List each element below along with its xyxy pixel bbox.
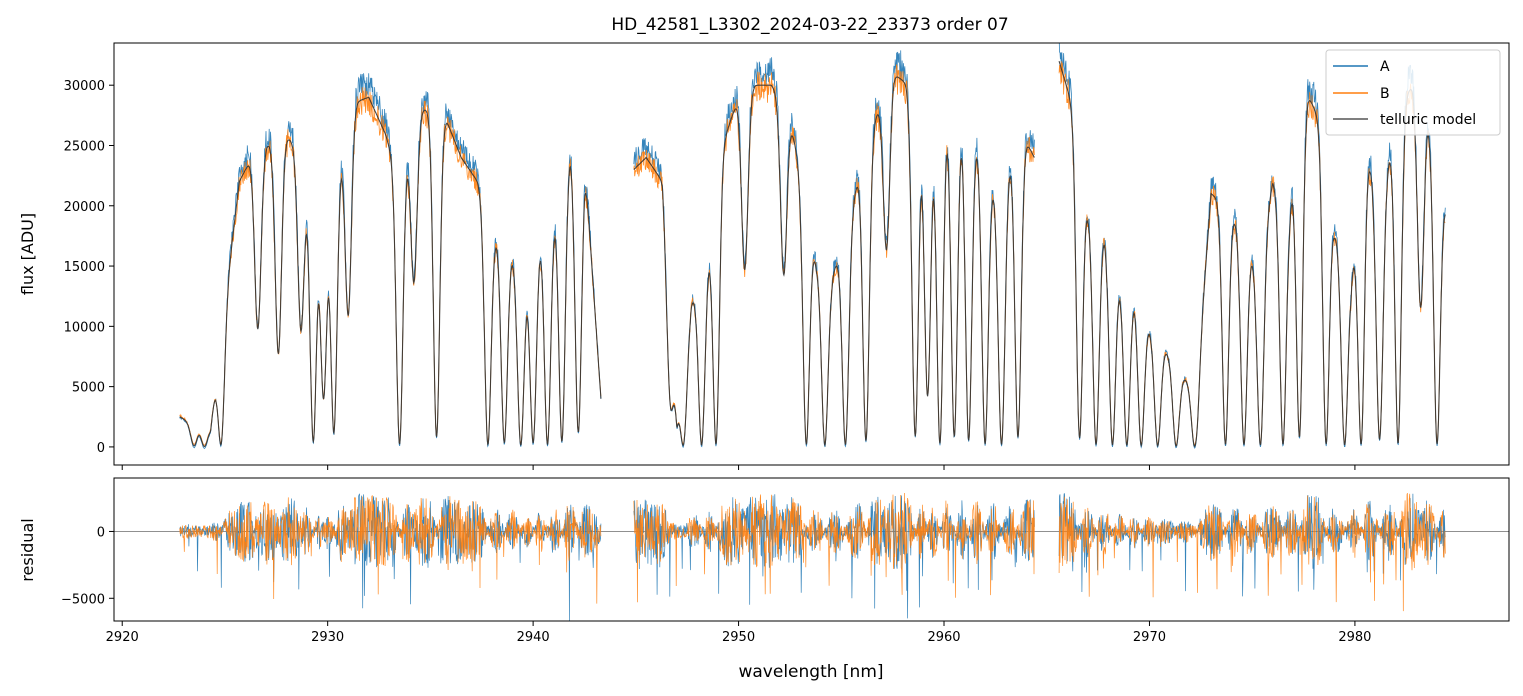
residual-x-tick-label: 2920 bbox=[106, 630, 139, 645]
residual-y-axis-label: residual bbox=[18, 518, 37, 581]
residual-y-tick-label: 0 bbox=[97, 525, 105, 540]
spectrum-y-tick-label: 5000 bbox=[72, 381, 105, 396]
legend-label-a: A bbox=[1380, 59, 1390, 75]
spectrum-axes-frame bbox=[113, 42, 1510, 466]
legend-label-model: telluric model bbox=[1380, 112, 1476, 128]
residual-x-tick-label: 2940 bbox=[517, 630, 550, 645]
residual-y-axis: −5000 0 bbox=[61, 525, 114, 607]
residual-x-axis: 2920 2930 2940 2950 2960 2970 2980 bbox=[106, 621, 1371, 645]
spectrum-y-tick-label: 20000 bbox=[64, 200, 105, 215]
spectrum-panel: 0 5000 10000 15000 20000 25000 30000 flux [ADU… bbox=[18, 42, 1510, 470]
residual-x-tick-label: 2930 bbox=[311, 630, 344, 645]
spectrum-y-tick-label: 30000 bbox=[64, 79, 105, 94]
residual-x-tick-label: 2980 bbox=[1338, 630, 1371, 645]
spectrum-y-tick-label: 0 bbox=[97, 441, 105, 456]
residual-x-tick-label: 2960 bbox=[927, 630, 960, 645]
residual-x-tick-label: 2970 bbox=[1133, 630, 1166, 645]
residual-axes-frame bbox=[113, 477, 1510, 622]
residual-x-tick-label: 2950 bbox=[722, 630, 755, 645]
spectrum-y-tick-label: 25000 bbox=[64, 139, 105, 154]
legend-label-b: B bbox=[1380, 86, 1390, 102]
spectrum-x-axis-ticks bbox=[121, 465, 1356, 470]
spectrum-y-axis-label: flux [ADU] bbox=[18, 213, 37, 295]
spectrum-y-tick-label: 15000 bbox=[64, 260, 105, 275]
residual-y-tick-label: −5000 bbox=[61, 592, 105, 607]
residual-b-line bbox=[179, 492, 1446, 612]
spectrum-series-group bbox=[179, 43, 1446, 450]
chart-title: HD_42581_L3302_2024-03-22_23373 order 07 bbox=[611, 15, 1008, 35]
telluric-model-line bbox=[179, 60, 1446, 448]
x-axis-label: wavelength [nm] bbox=[738, 662, 883, 682]
residual-panel: −5000 0 2920 2930 2940 2950 2960 2970 2980 resi… bbox=[18, 477, 1510, 682]
legend-frame bbox=[1325, 49, 1501, 136]
spectrum-y-tick-label: 10000 bbox=[64, 320, 105, 335]
spectrum-y-axis: 0 5000 10000 15000 20000 25000 30000 bbox=[64, 79, 114, 456]
legend: A B telluric model bbox=[1325, 49, 1501, 136]
residual-series-group bbox=[179, 492, 1446, 621]
series-b-line bbox=[179, 61, 1446, 446]
